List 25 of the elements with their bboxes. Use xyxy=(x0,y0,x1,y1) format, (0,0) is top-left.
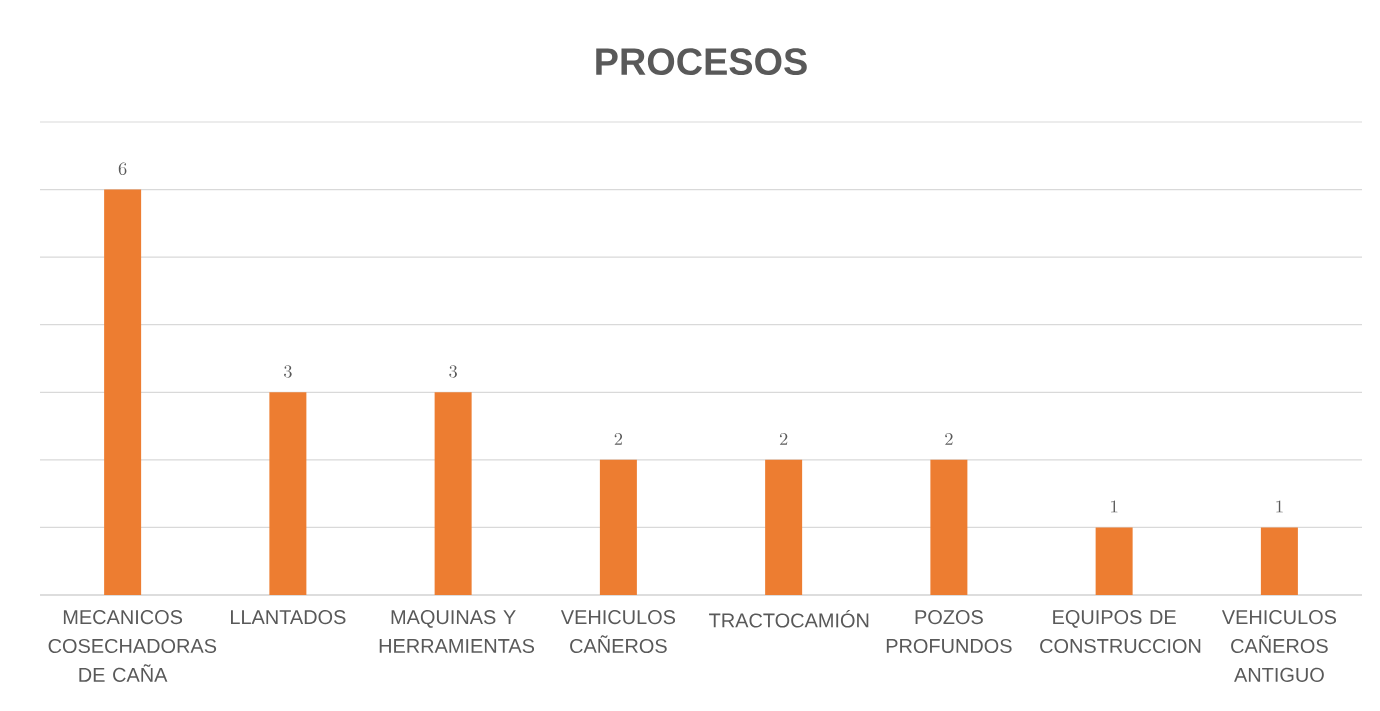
x-tick-label: VEHICULOS CAÑEROS xyxy=(560,610,676,654)
x-tick-label: TRACTOCAMIÓN xyxy=(709,610,869,628)
x-tick-label: MAQUINAS Y HERRAMIENTAS xyxy=(379,610,535,654)
data-label: 2 xyxy=(614,432,623,445)
data-label: 2 xyxy=(779,432,788,445)
data-label: 2 xyxy=(945,432,953,445)
data-label: 6 xyxy=(118,162,127,175)
data-label: 1 xyxy=(1111,500,1118,513)
x-tick-label: VEHICULOS CAÑEROS ANTIGUO xyxy=(1221,610,1337,682)
x-tick-label: MECANICOS COSECHADORAS DE CAÑA xyxy=(48,610,217,682)
data-label: 3 xyxy=(449,365,457,378)
x-tick-label: EQUIPOS DE CONSTRUCCION xyxy=(1040,610,1201,654)
x-tick-label: LLANTADOS xyxy=(231,610,346,625)
chart-title: PROCESOS xyxy=(596,48,807,76)
x-tick-label: POZOS PROFUNDOS xyxy=(886,610,1012,654)
bar xyxy=(765,459,803,595)
data-label: 3 xyxy=(284,365,292,378)
bar xyxy=(434,392,472,595)
bar xyxy=(104,189,142,595)
bar xyxy=(599,459,637,595)
data-label: 1 xyxy=(1276,500,1283,513)
bar xyxy=(269,392,307,595)
bar xyxy=(1260,527,1298,595)
bar xyxy=(930,459,968,595)
bar xyxy=(1095,527,1133,595)
